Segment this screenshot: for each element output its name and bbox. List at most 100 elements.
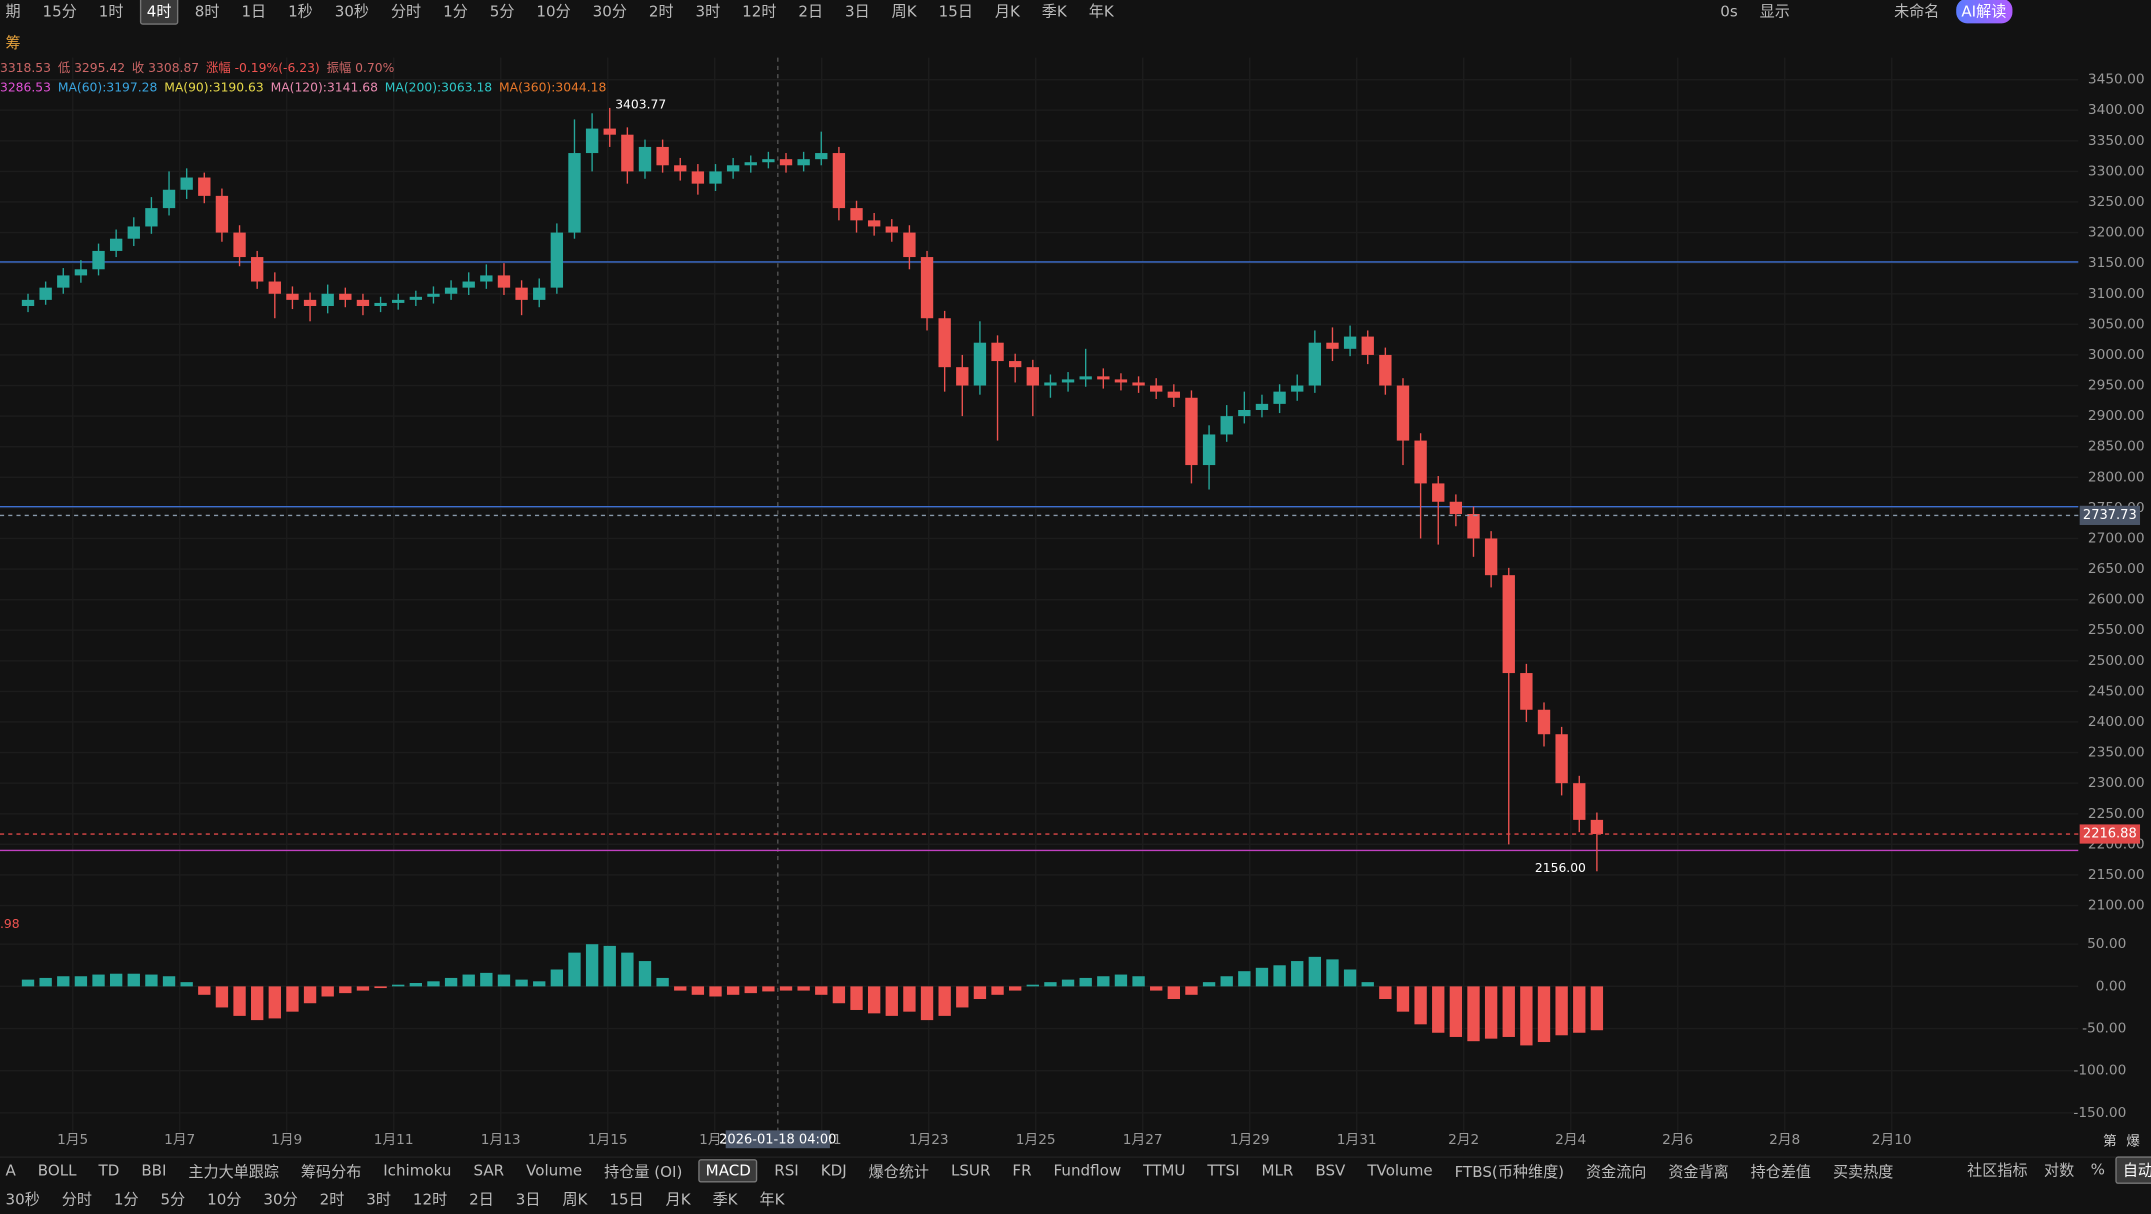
bottom-timeframe[interactable]: 月K [665,1190,691,1208]
indicator-option[interactable]: 社区指标 [1967,1161,2028,1180]
macd-bar [21,979,35,987]
timeframe[interactable]: 3日 [845,2,870,21]
indicator-tab[interactable]: TVolume [1367,1161,1433,1180]
bottom-timeframe[interactable]: 分时 [61,1190,92,1208]
indicator-tab[interactable]: BBI [141,1161,167,1180]
indicator-tab[interactable]: Ichimoku [383,1161,452,1180]
bottom-timeframe[interactable]: 30分 [263,1190,298,1208]
indicator-tab[interactable]: SAR [473,1161,505,1180]
indicator-tab[interactable]: TTSI [1207,1161,1240,1180]
bottom-timeframe[interactable]: 3时 [366,1190,391,1208]
timeframe[interactable]: 1分 [443,2,468,21]
bottom-timeframe[interactable]: 1分 [113,1190,139,1208]
timeframe[interactable]: 2时 [648,2,674,21]
timeframe[interactable]: 年K [1088,2,1114,21]
bottom-timeframe[interactable]: 年K [759,1190,785,1208]
timeframe[interactable]: 1秒 [288,2,313,21]
indicator-tab[interactable]: KDJ [820,1161,847,1180]
indicator-tab[interactable]: 主力大单跟踪 [188,1162,279,1181]
top-button[interactable]: 显示 [1759,2,1790,21]
timeframe[interactable]: 30秒 [334,2,370,21]
indicator-tab[interactable]: TTMU [1143,1161,1186,1180]
timeframe[interactable]: 30分 [592,2,627,21]
indicator-tab[interactable]: TD [98,1161,120,1180]
macd-bar [674,986,687,991]
indicator-option[interactable]: % [2090,1160,2105,1179]
timeframe[interactable]: 分时 [390,2,422,21]
indicator-tab[interactable]: 资金流向 [1586,1162,1647,1181]
indicator-option[interactable]: 对数 [2043,1161,2075,1180]
indicator-tab[interactable]: BSV [1315,1161,1346,1180]
top-button[interactable]: 未命名 [1894,2,1940,21]
timeframe[interactable]: 1日 [241,2,267,21]
bottom-timeframe[interactable]: 10分 [207,1190,242,1208]
bottom-timeframe[interactable]: 周K [562,1190,588,1208]
timeframe[interactable]: 15日 [938,2,973,21]
candle-body [1520,673,1533,710]
indicator-tab[interactable]: BOLL [37,1161,77,1180]
y-tick-label: 2700.00 [2088,530,2145,546]
timeframe[interactable]: 4时 [139,0,179,25]
timeframe[interactable]: 1时 [98,2,124,21]
y-tick-label: 2800.00 [2088,469,2145,485]
timeframe[interactable]: 期 [5,2,21,21]
timeframe[interactable]: 5分 [489,2,515,21]
macd-bar [1132,976,1145,987]
x-tick-label: 1月15 [588,1132,628,1148]
indicator-tab[interactable]: 持仓差值 [1750,1162,1812,1181]
y-tick-label: 3350.00 [2088,133,2145,149]
indicator-tab[interactable]: FR [1012,1161,1032,1180]
timeframe[interactable]: 15分 [42,2,77,21]
indicator-tab[interactable]: 买卖热度 [1832,1162,1894,1181]
indicator-tab[interactable]: LSUR [950,1161,991,1180]
indicator-tab[interactable]: 筹码分布 [300,1162,362,1181]
x-tick-label: 1月23 [909,1132,949,1148]
bottom-timeframe[interactable]: 5分 [160,1190,186,1208]
bottom-timeframe[interactable]: 30秒 [5,1190,40,1208]
indicator-tab[interactable]: FTBS(币种维度) [1454,1162,1565,1181]
bottom-timeframe[interactable]: 3日 [515,1190,541,1208]
indicator-tab[interactable]: 爆仓统计 [868,1162,929,1181]
bottom-timeframe[interactable]: 15日 [609,1190,644,1208]
y-tick-label: 2650.00 [2088,561,2145,577]
timeframe[interactable]: 月K [994,2,1020,21]
candle-body [145,208,158,227]
indicator-tab[interactable]: A [5,1161,16,1180]
timeframe[interactable]: 12时 [742,2,777,21]
indicator-tab[interactable]: MLR [1261,1161,1294,1180]
indicator-tab[interactable]: Fundflow [1053,1161,1122,1180]
macd-bar [1555,986,1568,1036]
x-tick-label: 1月1 [699,1132,730,1148]
bottom-timeframe[interactable]: 2日 [469,1190,494,1208]
candle-body [233,232,246,258]
candle-body [1396,385,1410,441]
indicator-tab[interactable]: 资金背离 [1668,1162,1729,1181]
timeframe-bar: 期 15分 1时 4时 8时 1日 1秒 30秒 分时 1分 5分 10分 30分 2时 3时 12时 2日 3日… [0,0,1130,25]
top-button[interactable]: AI解读 [1955,0,2012,24]
bottom-timeframe[interactable]: 季K [712,1190,738,1208]
timeframe[interactable]: 周K [891,2,917,21]
timeframe[interactable]: 2日 [798,2,824,21]
timeframe[interactable]: 10分 [536,2,571,21]
macd-bar [850,986,863,1010]
timeframe[interactable]: 3时 [695,2,721,21]
y-tick-label: 3200.00 [2088,225,2145,241]
timeframe[interactable]: 季K [1041,2,1067,21]
timeframe[interactable]: 8时 [194,2,220,21]
candle-body [162,189,176,209]
macd-bar [726,986,740,995]
candle-body [1502,575,1515,674]
indicator-tab[interactable]: MACD [698,1159,758,1183]
indicator-tab[interactable]: Volume [526,1161,583,1180]
bottom-timeframe[interactable]: 2时 [319,1190,345,1208]
ma-legend: 3286.53 [0,80,51,94]
candle-body [903,232,916,258]
top-button[interactable]: 0s [1720,2,1738,20]
bottom-timeframe[interactable]: 12时 [412,1190,448,1208]
indicator-tab[interactable]: RSI [774,1161,799,1180]
y-tick-label: 2300.00 [2088,775,2145,791]
crosshair-box [725,1130,830,1149]
indicator-tab[interactable]: 持仓量 (OI) [604,1162,683,1181]
indicator-option[interactable]: 自动 [2115,1155,2151,1184]
candle-body [1079,376,1092,380]
